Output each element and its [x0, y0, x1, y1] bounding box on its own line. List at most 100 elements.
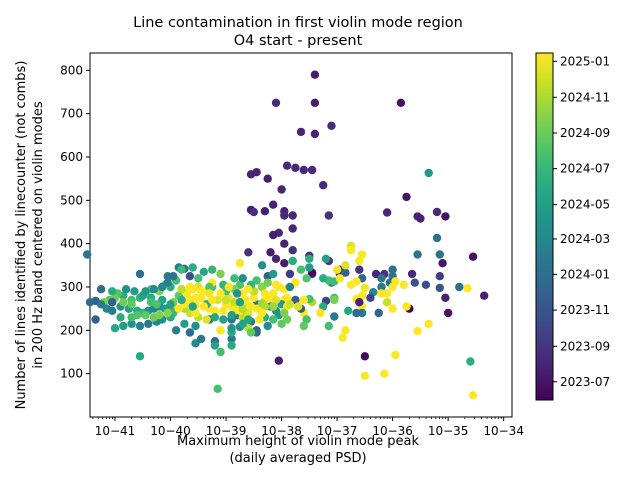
data-point: [230, 274, 239, 283]
data-point: [346, 246, 356, 255]
data-point: [219, 306, 228, 315]
data-point: [432, 207, 442, 217]
colorbar-tick-label: 2024-07: [560, 162, 610, 176]
data-point: [177, 295, 186, 305]
data-point: [443, 308, 453, 318]
data-point: [366, 293, 375, 302]
data-point: [327, 121, 336, 130]
x-axis-label-line2: (daily averaged PSD): [229, 451, 366, 466]
data-point: [382, 298, 392, 307]
x-tick-label: 10−34: [483, 424, 524, 438]
data-point: [271, 98, 281, 108]
data-point: [380, 369, 389, 378]
data-point: [141, 287, 150, 296]
data-point: [213, 384, 222, 393]
x-tick-label: 10−39: [206, 424, 247, 438]
data-point: [149, 285, 159, 294]
x-tick-label: 10−41: [95, 424, 136, 438]
data-point: [280, 239, 289, 248]
colorbar-ticks: 2023-07 2023-09 2023-11 2024-01 2024-03 2024-…: [553, 54, 610, 389]
data-point: [266, 248, 275, 257]
data-point: [435, 283, 444, 293]
data-point: [321, 254, 331, 263]
y-tick-label: 200: [60, 323, 83, 337]
data-point: [280, 211, 289, 220]
data-point: [377, 274, 386, 283]
data-point: [269, 302, 278, 311]
data-point: [116, 313, 125, 322]
chart-subtitle: O4 start - present: [234, 33, 363, 49]
data-point: [244, 285, 253, 294]
data-point: [216, 289, 225, 298]
data-point: [330, 295, 339, 305]
y-axis-ticks: 100 200 300 400 500 600 700 800: [60, 63, 90, 381]
data-point: [263, 174, 272, 183]
data-point: [466, 357, 475, 366]
data-point: [166, 300, 175, 309]
data-point: [305, 263, 314, 272]
data-point: [316, 308, 325, 318]
data-point: [355, 265, 364, 274]
data-point: [227, 341, 236, 350]
data-point: [288, 256, 297, 266]
data-point: [96, 285, 106, 294]
data-point: [177, 265, 186, 274]
data-point: [271, 254, 281, 263]
data-point: [155, 311, 164, 320]
data-point: [271, 280, 281, 289]
data-point: [169, 272, 178, 281]
data-point: [119, 298, 128, 307]
y-tick-label: 300: [60, 280, 83, 294]
data-point: [468, 252, 478, 261]
data-point: [307, 165, 317, 175]
data-point: [244, 248, 253, 257]
data-point: [277, 185, 286, 194]
data-point: [480, 291, 489, 300]
data-point: [344, 306, 353, 315]
data-point: [388, 304, 397, 313]
data-point: [382, 208, 392, 217]
data-point: [341, 326, 350, 335]
data-point: [227, 311, 236, 320]
colorbar-tick-label: 2024-03: [560, 232, 610, 246]
data-point: [455, 282, 464, 292]
colorbar: 2023-07 2023-09 2023-11 2024-01 2024-03 2024-…: [535, 52, 610, 401]
data-point: [196, 334, 206, 344]
data-point: [83, 250, 92, 259]
data-point: [238, 319, 247, 328]
data-point: [310, 129, 320, 139]
data-point: [435, 250, 444, 259]
data-point: [305, 254, 314, 263]
data-point: [355, 256, 364, 266]
data-point: [441, 212, 450, 221]
data-point: [352, 308, 361, 318]
data-point: [360, 371, 370, 380]
data-point: [410, 278, 419, 287]
colorbar-tick-label: 2024-05: [560, 198, 610, 212]
data-point: [399, 280, 408, 289]
data-point: [441, 293, 450, 302]
data-point: [194, 274, 203, 283]
x-tick-label: 10−37: [317, 424, 358, 438]
y-axis-label-line1: Number of lines identified by linecounte…: [14, 61, 29, 410]
data-point: [185, 272, 195, 281]
data-point: [416, 214, 425, 223]
data-point: [424, 168, 433, 178]
data-point: [110, 324, 120, 333]
data-point: [382, 289, 392, 298]
data-point: [219, 315, 228, 324]
data-point: [282, 161, 292, 170]
data-point: [271, 295, 281, 305]
data-point: [158, 282, 167, 292]
data-point: [332, 265, 342, 274]
data-point: [255, 315, 264, 324]
y-tick-label: 100: [60, 367, 83, 381]
data-point: [357, 250, 367, 259]
data-point: [341, 261, 350, 270]
data-point: [396, 98, 406, 108]
data-point: [119, 321, 128, 331]
data-point: [402, 302, 411, 311]
data-point: [235, 259, 245, 268]
data-point: [210, 341, 220, 350]
data-point: [163, 308, 172, 318]
